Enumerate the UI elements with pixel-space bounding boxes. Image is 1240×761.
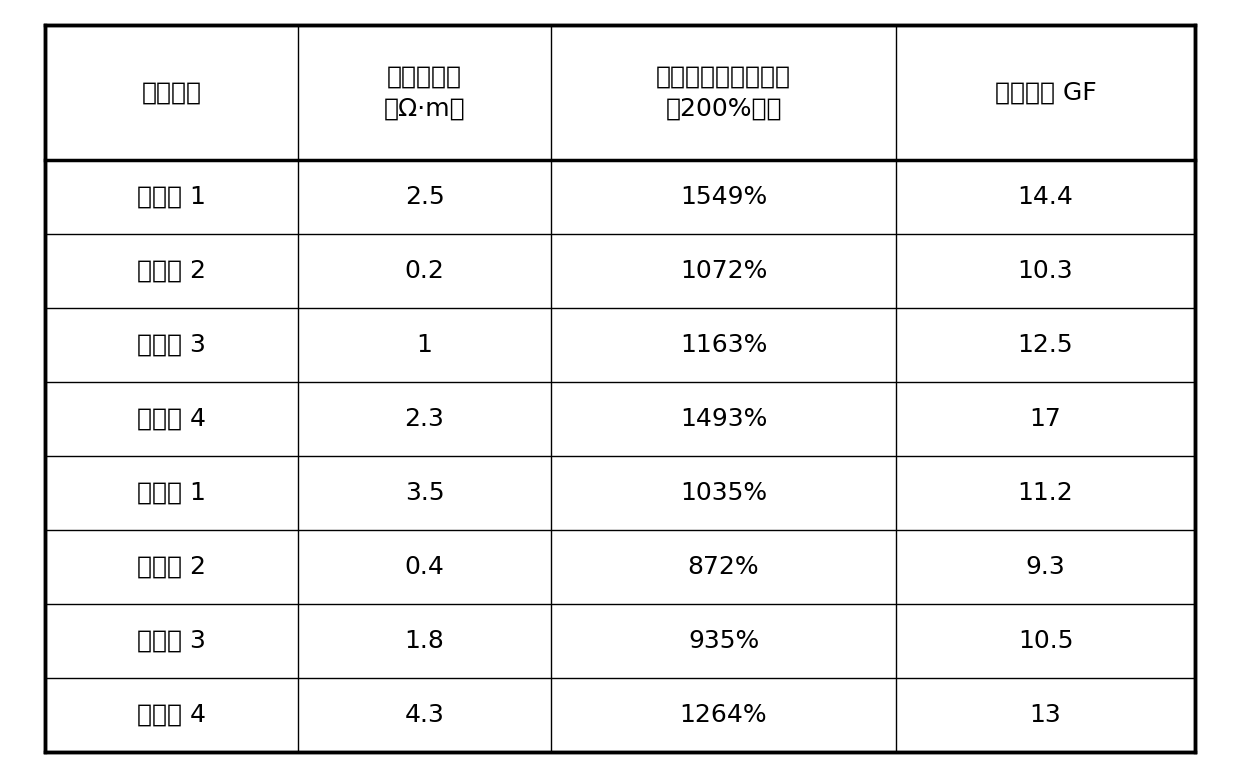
Text: 11.2: 11.2 xyxy=(1018,481,1074,505)
Text: 1: 1 xyxy=(417,333,433,357)
Text: 实施例 3: 实施例 3 xyxy=(138,333,206,357)
Text: 12.5: 12.5 xyxy=(1018,333,1074,357)
Text: 10.5: 10.5 xyxy=(1018,629,1074,653)
Text: 对比例 2: 对比例 2 xyxy=(136,555,206,579)
Text: 对比例 3: 对比例 3 xyxy=(138,629,206,653)
Text: 4.3: 4.3 xyxy=(404,703,444,727)
Text: 872%: 872% xyxy=(688,555,759,579)
Text: 实施例 2: 实施例 2 xyxy=(136,259,206,283)
Text: 实施例 1: 实施例 1 xyxy=(138,185,206,209)
Text: 对比例 4: 对比例 4 xyxy=(136,703,206,727)
Text: 14.4: 14.4 xyxy=(1018,185,1074,209)
Text: 1.8: 1.8 xyxy=(404,629,444,653)
Text: 2.3: 2.3 xyxy=(404,407,444,431)
Text: 3.5: 3.5 xyxy=(404,481,444,505)
Text: 电阻相对变化（应变
为200%时）: 电阻相对变化（应变 为200%时） xyxy=(656,65,791,120)
Text: 灵敏系数 GF: 灵敏系数 GF xyxy=(994,81,1096,104)
Text: 2.5: 2.5 xyxy=(404,185,444,209)
Text: 935%: 935% xyxy=(688,629,759,653)
Text: 1549%: 1549% xyxy=(680,185,768,209)
Text: 10.3: 10.3 xyxy=(1018,259,1074,283)
Text: 对比例 1: 对比例 1 xyxy=(138,481,206,505)
Text: 13: 13 xyxy=(1029,703,1061,727)
Text: 1493%: 1493% xyxy=(680,407,768,431)
Text: 0.2: 0.2 xyxy=(404,259,444,283)
Text: 1072%: 1072% xyxy=(680,259,768,283)
Text: 1264%: 1264% xyxy=(680,703,768,727)
Text: 样品编号: 样品编号 xyxy=(141,81,202,104)
Text: 室温电阻率
（Ω·m）: 室温电阻率 （Ω·m） xyxy=(383,65,465,120)
Text: 1163%: 1163% xyxy=(680,333,768,357)
Text: 9.3: 9.3 xyxy=(1025,555,1065,579)
Text: 17: 17 xyxy=(1029,407,1061,431)
Text: 实施例 4: 实施例 4 xyxy=(136,407,206,431)
Text: 0.4: 0.4 xyxy=(404,555,444,579)
Text: 1035%: 1035% xyxy=(680,481,768,505)
